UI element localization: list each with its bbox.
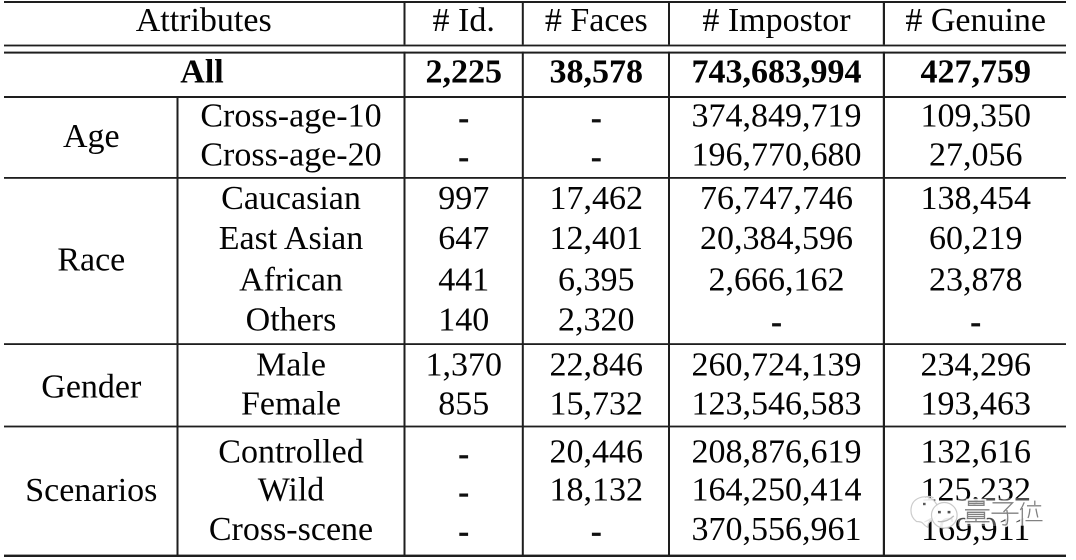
svg-text:Cross-age-10: Cross-age-10 xyxy=(200,97,381,134)
svg-text:743,683,994: 743,683,994 xyxy=(692,53,862,90)
svg-text:African: African xyxy=(239,261,343,298)
svg-text:123,546,583: 123,546,583 xyxy=(692,385,862,422)
svg-text:# Id.: # Id. xyxy=(433,2,495,39)
svg-text:997: 997 xyxy=(438,180,489,217)
svg-text:855: 855 xyxy=(438,385,489,422)
svg-text:Others: Others xyxy=(246,301,337,338)
svg-text:427,759: 427,759 xyxy=(920,53,1031,90)
svg-text:208,876,619: 208,876,619 xyxy=(692,433,862,470)
svg-text:109,350: 109,350 xyxy=(920,97,1031,134)
svg-text:17,462: 17,462 xyxy=(550,180,644,217)
svg-text:76,747,746: 76,747,746 xyxy=(700,180,853,217)
svg-text:# Impostor: # Impostor xyxy=(702,2,851,39)
svg-text:# Faces: # Faces xyxy=(545,2,648,39)
svg-text:2,225: 2,225 xyxy=(425,53,502,90)
svg-text:234,296: 234,296 xyxy=(920,347,1031,384)
svg-text:Age: Age xyxy=(63,118,120,155)
svg-text:Gender: Gender xyxy=(41,368,142,405)
svg-text:132,616: 132,616 xyxy=(920,433,1031,470)
svg-text:Controlled: Controlled xyxy=(218,433,363,470)
svg-text:2,320: 2,320 xyxy=(558,301,635,338)
svg-text:27,056: 27,056 xyxy=(929,136,1023,173)
svg-text:374,849,719: 374,849,719 xyxy=(692,97,862,134)
svg-text:Female: Female xyxy=(241,385,341,422)
svg-text:Male: Male xyxy=(256,347,326,384)
svg-text:2,666,162: 2,666,162 xyxy=(709,261,845,298)
svg-text:20,384,596: 20,384,596 xyxy=(700,220,853,257)
svg-text:370,556,961: 370,556,961 xyxy=(692,511,862,548)
svg-text:140: 140 xyxy=(438,301,489,338)
svg-text:Cross-age-20: Cross-age-20 xyxy=(200,136,381,173)
svg-text:647: 647 xyxy=(438,220,489,257)
svg-text:18,132: 18,132 xyxy=(550,472,644,509)
svg-text:Scenarios: Scenarios xyxy=(25,472,157,509)
svg-text:Cross-scene: Cross-scene xyxy=(209,511,373,548)
svg-text:38,578: 38,578 xyxy=(550,53,644,90)
svg-text:260,724,139: 260,724,139 xyxy=(692,347,862,384)
svg-text:22,846: 22,846 xyxy=(550,347,644,384)
svg-text:23,878: 23,878 xyxy=(929,261,1023,298)
svg-text:6,395: 6,395 xyxy=(558,261,635,298)
svg-text:All: All xyxy=(180,53,223,90)
svg-text:441: 441 xyxy=(438,261,489,298)
svg-text:Caucasian: Caucasian xyxy=(221,180,361,217)
svg-text:Race: Race xyxy=(57,242,125,279)
svg-text:15,732: 15,732 xyxy=(550,385,644,422)
svg-text:138,454: 138,454 xyxy=(920,180,1031,217)
svg-text:196,770,680: 196,770,680 xyxy=(692,136,862,173)
svg-text:60,219: 60,219 xyxy=(929,220,1023,257)
svg-text:Attributes: Attributes xyxy=(136,2,272,39)
svg-text:Wild: Wild xyxy=(258,472,325,509)
svg-text:# Genuine: # Genuine xyxy=(905,2,1046,39)
svg-text:12,401: 12,401 xyxy=(550,220,644,257)
svg-text:164,250,414: 164,250,414 xyxy=(692,472,862,509)
svg-text:20,446: 20,446 xyxy=(550,433,644,470)
svg-text:1,370: 1,370 xyxy=(425,347,502,384)
svg-text:193,463: 193,463 xyxy=(920,385,1031,422)
svg-text:East Asian: East Asian xyxy=(219,220,363,257)
